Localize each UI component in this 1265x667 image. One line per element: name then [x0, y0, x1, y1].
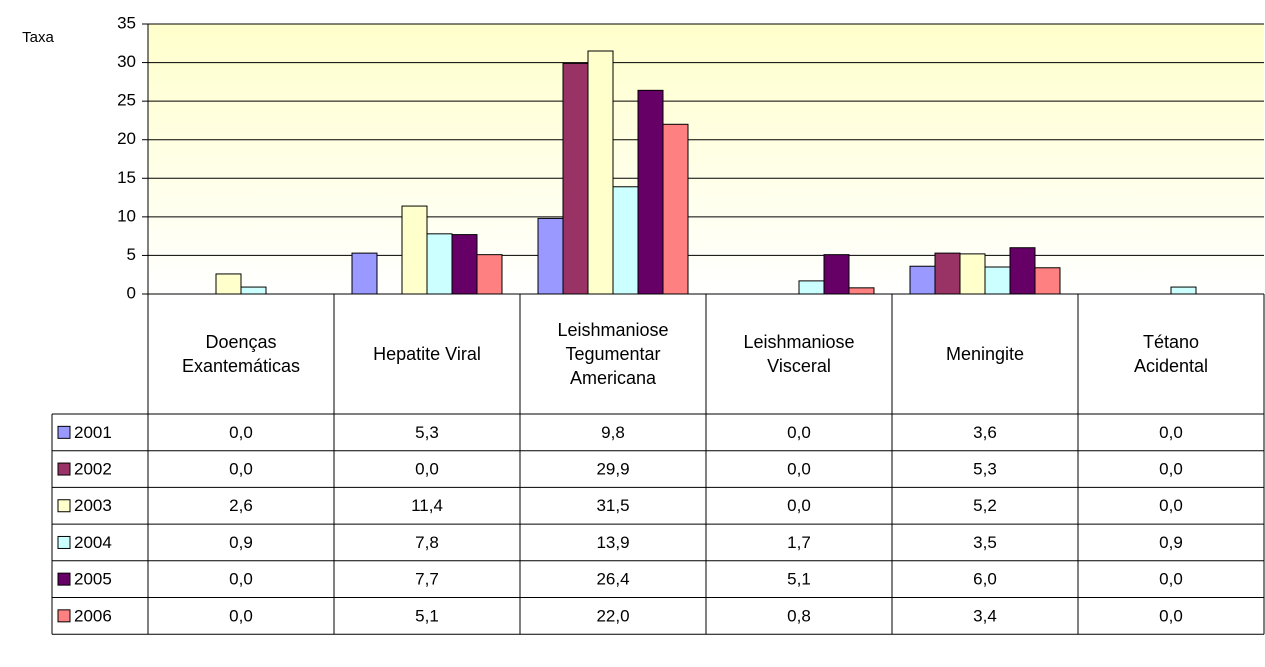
bar — [612, 186, 639, 295]
y-tick-label: 5 — [127, 245, 136, 264]
table-value: 7,7 — [415, 570, 439, 589]
bar — [426, 233, 453, 295]
table-value: 31,5 — [596, 496, 629, 515]
legend-swatch — [57, 425, 71, 439]
bar — [848, 287, 875, 295]
y-tick-label: 15 — [117, 168, 136, 187]
table-value: 2,6 — [229, 496, 253, 515]
y-tick-label: 25 — [117, 91, 136, 110]
table-value: 6,0 — [973, 570, 997, 589]
category-label: Hepatite Viral — [373, 344, 481, 364]
bar — [215, 273, 242, 295]
table-value: 3,4 — [973, 606, 997, 625]
table-value: 0,0 — [229, 423, 253, 442]
table-value: 0,0 — [1159, 570, 1183, 589]
table-value: 5,3 — [415, 423, 439, 442]
table-value: 0,0 — [229, 606, 253, 625]
category-label: Tétano Acidental — [1133, 332, 1209, 376]
table-value: 13,9 — [596, 533, 629, 552]
bar — [240, 286, 267, 295]
legend-label: 2004 — [74, 533, 112, 552]
y-axis-label: Taxa — [22, 29, 54, 46]
table-value: 11,4 — [411, 496, 443, 515]
bar — [1170, 286, 1197, 295]
table-value: 0,0 — [787, 460, 811, 479]
table-value: 0,0 — [787, 496, 811, 515]
bar — [959, 253, 986, 295]
bar — [662, 123, 689, 295]
y-tick-label: 30 — [117, 52, 136, 71]
table-value: 3,5 — [973, 533, 997, 552]
legend-swatch — [57, 572, 71, 586]
legend-swatch — [57, 499, 71, 513]
table-value: 9,8 — [601, 423, 625, 442]
bar — [823, 254, 850, 295]
table-value: 5,1 — [415, 606, 439, 625]
category-label: Meningite — [945, 344, 1025, 364]
bar — [401, 205, 428, 295]
bar — [562, 62, 589, 295]
table-value: 5,3 — [973, 460, 997, 479]
table-value: 0,0 — [787, 423, 811, 442]
legend-label: 2005 — [74, 570, 112, 589]
table-value: 0,0 — [1159, 496, 1183, 515]
y-tick-label: 10 — [117, 206, 136, 225]
legend-label: 2006 — [74, 606, 112, 625]
bar — [984, 266, 1011, 295]
table-value: 0,8 — [787, 606, 811, 625]
bar — [909, 265, 936, 295]
table-value: 0,0 — [1159, 606, 1183, 625]
table-value: 0,0 — [229, 460, 253, 479]
table-value: 22,0 — [596, 606, 629, 625]
table-value: 0,9 — [1159, 533, 1183, 552]
table-value: 0,0 — [415, 460, 439, 479]
y-tick-label: 20 — [117, 129, 136, 148]
legend-swatch — [57, 609, 71, 623]
legend-label: 2002 — [74, 460, 112, 479]
table-value: 3,6 — [973, 423, 997, 442]
bar — [351, 252, 378, 295]
bar — [451, 234, 478, 295]
bar — [637, 89, 664, 295]
legend-label: 2003 — [74, 496, 112, 515]
table-value: 5,1 — [787, 570, 811, 589]
table-value: 1,7 — [787, 533, 811, 552]
plot-area — [148, 24, 1264, 294]
bar — [934, 252, 961, 295]
legend-label: 2001 — [74, 423, 112, 442]
category-label: Leishmaniose Visceral — [743, 332, 855, 376]
y-tick-label: 0 — [127, 283, 136, 302]
category-label: Leishmaniose Tegumentar Americana — [557, 320, 669, 388]
y-tick-label: 35 — [117, 13, 136, 32]
table-value: 0,0 — [1159, 460, 1183, 479]
bar — [537, 217, 564, 295]
table-value: 0,0 — [229, 570, 253, 589]
bar — [1009, 247, 1036, 295]
table-value: 7,8 — [415, 533, 439, 552]
table-value: 5,2 — [973, 496, 997, 515]
bar — [1034, 267, 1061, 295]
table-value: 0,0 — [1159, 423, 1183, 442]
table-value: 29,9 — [596, 460, 629, 479]
bar — [798, 280, 825, 295]
table-value: 0,9 — [229, 533, 253, 552]
legend-swatch — [57, 462, 71, 476]
bar — [476, 254, 503, 295]
category-label: Doenças Exantemáticas — [181, 332, 301, 376]
table-value: 26,4 — [596, 570, 629, 589]
legend-swatch — [57, 535, 71, 549]
bar — [587, 50, 614, 295]
